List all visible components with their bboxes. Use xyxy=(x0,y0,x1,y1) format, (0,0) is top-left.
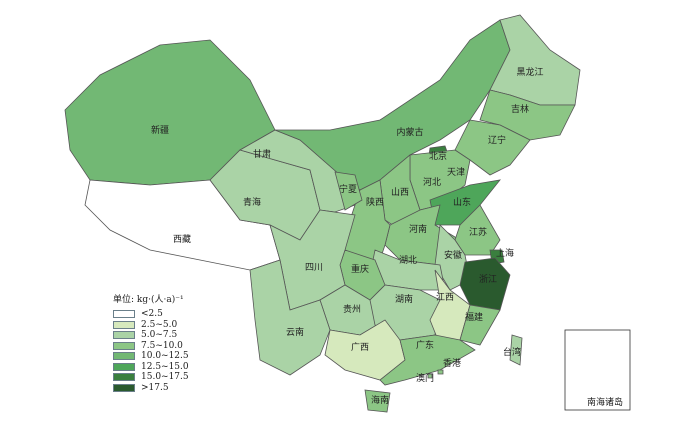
province-label: 台湾 xyxy=(503,346,521,358)
legend-swatch xyxy=(113,383,135,392)
legend-label: <2.5 xyxy=(141,309,163,320)
province-31 xyxy=(509,334,523,366)
south-china-sea-inset xyxy=(564,329,631,411)
province-label: 湖北 xyxy=(399,255,417,266)
legend-item: 7.5~10.0 xyxy=(113,341,189,352)
province-32 xyxy=(437,369,444,375)
legend-label: 7.5~10.0 xyxy=(141,340,183,351)
province-label: 黑龙江 xyxy=(516,66,543,78)
province-label: 湖南 xyxy=(395,293,413,305)
province-24 xyxy=(249,259,331,376)
legend-item: 10.0~12.5 xyxy=(113,351,189,362)
legend-swatch xyxy=(113,310,135,319)
province-label: 江西 xyxy=(436,292,454,303)
legend-swatch xyxy=(113,362,135,371)
legend-title: 单位: kg·(人·a)⁻¹ xyxy=(113,295,184,305)
province-label: 新疆 xyxy=(151,124,169,136)
province-label: 吉林 xyxy=(511,103,529,115)
province-29 xyxy=(379,334,476,386)
province-label: 青海 xyxy=(243,196,261,208)
province-label: 贵州 xyxy=(343,303,361,315)
province-30 xyxy=(364,389,391,413)
province-label: 广东 xyxy=(416,339,434,351)
province-label: 宁夏 xyxy=(339,183,357,195)
legend-label: 15.0~17.5 xyxy=(141,372,189,383)
province-label: 澳门 xyxy=(416,372,434,384)
province-label: 广西 xyxy=(351,341,369,353)
province-label: 内蒙古 xyxy=(396,126,423,138)
legend-label: >17.5 xyxy=(141,382,169,393)
legend-swatch xyxy=(113,341,135,350)
legend-swatch xyxy=(113,331,135,340)
province-27 xyxy=(459,304,501,346)
province-label: 福建 xyxy=(465,311,483,323)
province-label: 安徽 xyxy=(444,249,462,261)
legend-item: >17.5 xyxy=(113,383,189,394)
legend-label: 10.0~12.5 xyxy=(141,351,189,362)
province-label: 山东 xyxy=(453,196,471,208)
province-label: 河南 xyxy=(409,223,427,235)
legend-label: 12.5~15.0 xyxy=(141,361,189,372)
province-label: 浙江 xyxy=(479,273,497,285)
province-label: 海南 xyxy=(371,394,389,406)
legend-swatch xyxy=(113,320,135,329)
legend-swatch xyxy=(113,352,135,361)
province-label: 河北 xyxy=(423,176,441,188)
province-33 xyxy=(427,373,433,379)
legend-item: 5.0~7.5 xyxy=(113,330,189,341)
province-label: 四川 xyxy=(305,263,323,273)
province-label: 北京 xyxy=(429,150,447,162)
inset-label: 南海诸岛 xyxy=(587,396,623,408)
legend-item: 2.5~5.0 xyxy=(113,320,189,331)
province-label: 西藏 xyxy=(173,233,191,245)
legend-item: 15.0~17.5 xyxy=(113,372,189,383)
legend-item: 12.5~15.0 xyxy=(113,362,189,373)
province-label: 甘肃 xyxy=(253,148,271,160)
legend-label: 5.0~7.5 xyxy=(141,330,178,341)
province-label: 江苏 xyxy=(469,226,487,238)
province-label: 山西 xyxy=(391,187,409,198)
province-label: 上海 xyxy=(496,247,514,259)
province-label: 陕西 xyxy=(366,196,384,208)
province-label: 重庆 xyxy=(351,263,369,275)
legend-swatch xyxy=(113,373,135,382)
legend-item: <2.5 xyxy=(113,309,189,320)
province-label: 香港 xyxy=(443,357,461,369)
province-label: 辽宁 xyxy=(488,134,506,146)
legend-label: 2.5~5.0 xyxy=(141,319,178,330)
province-15 xyxy=(334,171,363,211)
legend: 单位: kg·(人·a)⁻¹ <2.5 2.5~5.0 5.0~7.5 7.5~10.… xyxy=(113,292,189,393)
province-label: 天津 xyxy=(447,167,465,178)
province-6 xyxy=(479,89,576,141)
province-label: 云南 xyxy=(286,326,304,338)
